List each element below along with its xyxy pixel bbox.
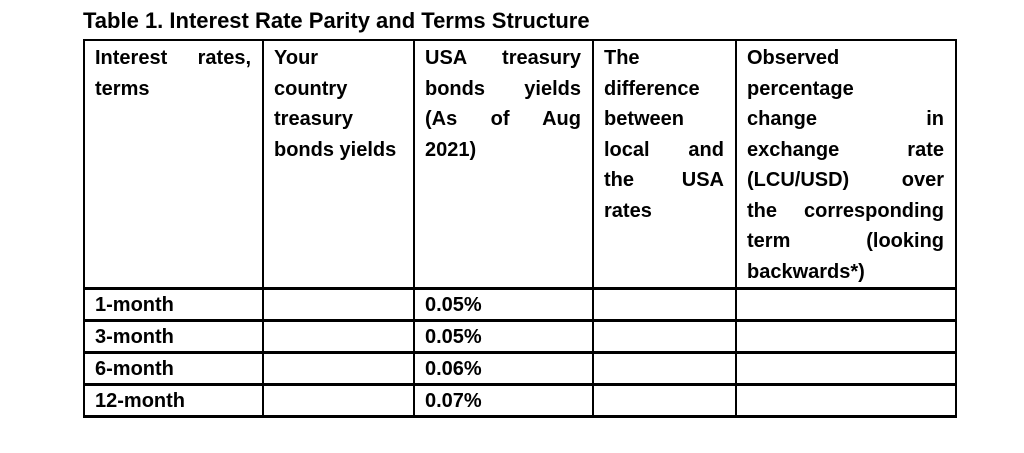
header-line: treasury bbox=[274, 108, 353, 130]
term-cell: 1-month bbox=[83, 287, 264, 322]
term-cell: 3-month bbox=[83, 319, 264, 354]
table-title: Table 1. Interest Rate Parity and Terms … bbox=[83, 8, 590, 33]
header-line: USA treasury bbox=[425, 47, 581, 69]
header-line: change in bbox=[747, 108, 944, 130]
header-line: difference bbox=[604, 77, 700, 100]
observed-change-cell bbox=[735, 287, 957, 322]
observed-change-cell bbox=[735, 351, 957, 386]
header-line: local and bbox=[604, 138, 724, 161]
difference-cell bbox=[592, 287, 737, 322]
header-line: rates bbox=[604, 199, 652, 222]
header-line: (As of Aug bbox=[425, 108, 581, 130]
usa-yield-cell: 0.06% bbox=[413, 351, 594, 386]
table-row-6-month: 6-month 0.06% bbox=[83, 351, 957, 386]
header-line: country bbox=[274, 77, 348, 100]
header-line: bonds yields bbox=[425, 77, 581, 100]
column-header-your-country-yields: Your country treasury bonds yields bbox=[262, 39, 415, 290]
table-row-1-month: 1-month 0.05% bbox=[83, 287, 957, 322]
observed-change-cell bbox=[735, 319, 957, 354]
usa-yield-cell: 0.05% bbox=[413, 319, 594, 354]
table-row-12-month: 12-month 0.07% bbox=[83, 383, 957, 418]
column-header-usa-treasury-yields: USA treasury bonds yields (As of Aug 2021) bbox=[413, 39, 594, 290]
term-cell: 6-month bbox=[83, 351, 264, 386]
header-line: terms bbox=[95, 77, 150, 100]
header-line: backwards*) bbox=[747, 260, 865, 283]
header-line: The bbox=[604, 47, 640, 69]
header-line: (LCU/USD) over bbox=[747, 169, 944, 191]
your-country-yield-cell bbox=[262, 351, 415, 386]
table-row-3-month: 3-month 0.05% bbox=[83, 319, 957, 354]
header-line: 2021) bbox=[425, 138, 477, 161]
your-country-yield-cell bbox=[262, 287, 415, 322]
interest-rate-parity-table: Interest rates, terms Your country treasury… bbox=[83, 39, 957, 418]
difference-cell bbox=[592, 351, 737, 386]
document-page: Table 1. Interest Rate Parity and Terms … bbox=[83, 8, 957, 418]
column-header-interest-rates-terms: Interest rates, terms bbox=[83, 39, 264, 290]
header-line: term (looking bbox=[747, 230, 944, 252]
usa-yield-cell: 0.07% bbox=[413, 383, 594, 418]
header-line: Your bbox=[274, 47, 319, 69]
your-country-yield-cell bbox=[262, 319, 415, 354]
column-header-rate-difference: The difference between local and the USA rate… bbox=[592, 39, 737, 290]
observed-change-cell bbox=[735, 383, 957, 418]
term-cell: 12-month bbox=[83, 383, 264, 418]
column-header-observed-exchange-change: Observed percentage change in exchange rate… bbox=[735, 39, 957, 290]
difference-cell bbox=[592, 383, 737, 418]
header-line: percentage bbox=[747, 77, 854, 100]
your-country-yield-cell bbox=[262, 383, 415, 418]
header-line: between bbox=[604, 108, 685, 130]
usa-yield-cell: 0.05% bbox=[413, 287, 594, 322]
header-line: the USA bbox=[604, 169, 724, 191]
header-row: Interest rates, terms Your country treasury… bbox=[83, 39, 957, 290]
header-line: the corresponding bbox=[747, 199, 944, 222]
header-line: bonds yields bbox=[274, 138, 397, 161]
header-line: Interest rates, bbox=[95, 47, 251, 69]
header-line: exchange rate bbox=[747, 138, 944, 161]
difference-cell bbox=[592, 319, 737, 354]
header-line: Observed bbox=[747, 47, 840, 69]
